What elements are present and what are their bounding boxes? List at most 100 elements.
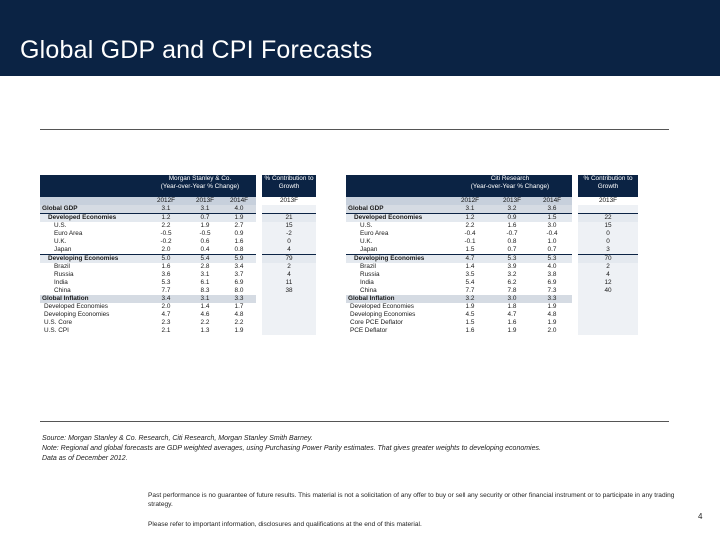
row-label: Russia bbox=[54, 271, 74, 278]
row-value: 7.8 bbox=[507, 287, 517, 294]
row-value: 6.2 bbox=[507, 279, 517, 286]
row-value: -0.5 bbox=[160, 230, 172, 237]
row-value: 2.3 bbox=[161, 319, 171, 326]
row-value: 3.3 bbox=[532, 295, 572, 303]
row-value: 0.7 bbox=[547, 246, 557, 253]
table-row: Global GDP 3.1 3.2 3.6 bbox=[346, 205, 638, 214]
row-label: U.S. Core bbox=[44, 319, 73, 326]
data-date-line: Data as of December 2012. bbox=[42, 455, 128, 462]
table-row: Developed Economies 1.2 0.7 1.9 21 bbox=[40, 213, 316, 222]
contrib-header-line: Growth bbox=[262, 183, 316, 191]
row-value: 8.0 bbox=[234, 287, 244, 294]
contribution-value: 0 bbox=[578, 238, 638, 246]
row-value: 1.6 bbox=[161, 263, 171, 270]
table-row: Developed Economies 1.2 0.9 1.5 22 bbox=[346, 213, 638, 222]
disclosure-reference: Please refer to important information, d… bbox=[148, 521, 422, 528]
row-label: PCE Deflator bbox=[350, 327, 388, 334]
contribution-value: 4 bbox=[262, 271, 316, 279]
title-bar: Global GDP and CPI Forecasts bbox=[0, 0, 720, 76]
contribution-value: 4 bbox=[578, 271, 638, 279]
row-value: 2.7 bbox=[234, 222, 244, 229]
table-row: Brazil 1.6 2.8 3.4 2 bbox=[40, 263, 316, 271]
row-value: 4.7 bbox=[161, 311, 171, 318]
note-line: Note: Regional and global forecasts are … bbox=[42, 445, 541, 452]
row-value: -0.2 bbox=[160, 238, 172, 245]
table-row: U.S. CPI 2.1 1.3 1.9 bbox=[40, 327, 316, 335]
row-value: 4.0 bbox=[222, 205, 256, 214]
row-label: Global GDP bbox=[40, 205, 144, 214]
table-row: Euro Area -0.4 -0.7 -0.4 0 bbox=[346, 230, 638, 238]
contribution-value: 11 bbox=[262, 279, 316, 287]
citi-research-forecast-table: Citi Research % Contribution to (Year-ov… bbox=[346, 175, 638, 335]
contribution-value: 4 bbox=[262, 246, 316, 255]
row-value: 0.9 bbox=[234, 230, 244, 237]
row-value: 0.4 bbox=[200, 246, 210, 253]
contribution-value: 15 bbox=[578, 222, 638, 230]
table-header-line: (Year-over-Year % Change) bbox=[448, 183, 572, 191]
row-value: 1.0 bbox=[547, 238, 557, 245]
row-value: 3.5 bbox=[465, 271, 475, 278]
contribution-value bbox=[262, 303, 316, 311]
contribution-value bbox=[578, 205, 638, 214]
year-col-header: 2012F bbox=[448, 197, 492, 205]
contribution-value bbox=[578, 311, 638, 319]
row-label: Russia bbox=[360, 271, 380, 278]
table-row: U.S. 2.2 1.6 3.0 15 bbox=[346, 222, 638, 230]
row-label: Developing Economies bbox=[350, 311, 416, 318]
table-row: Russia 3.5 3.2 3.8 4 bbox=[346, 271, 638, 279]
row-label: China bbox=[54, 287, 71, 294]
table-row: Global Inflation 3.4 3.1 3.3 bbox=[40, 295, 316, 303]
contribution-value bbox=[262, 327, 316, 335]
row-value: 3.7 bbox=[234, 271, 244, 278]
row-label: Japan bbox=[360, 246, 378, 253]
row-label: Developed Economies bbox=[350, 303, 414, 310]
contribution-value: 2 bbox=[578, 263, 638, 271]
row-value: 8.3 bbox=[200, 287, 210, 294]
year-col-header: 2013F bbox=[188, 197, 222, 205]
row-value: 7.3 bbox=[547, 287, 557, 294]
row-value: 1.9 bbox=[200, 222, 210, 229]
row-value: 5.9 bbox=[222, 254, 256, 263]
row-value: 3.2 bbox=[507, 271, 517, 278]
contribution-value: 21 bbox=[262, 213, 316, 222]
row-value: 1.9 bbox=[465, 303, 475, 310]
row-value: 4.7 bbox=[507, 311, 517, 318]
row-value: 5.0 bbox=[144, 254, 188, 263]
table-row: Russia 3.6 3.1 3.7 4 bbox=[40, 271, 316, 279]
table-row: Brazil 1.4 3.9 4.0 2 bbox=[346, 263, 638, 271]
table-row: PCE Deflator 1.6 1.9 2.0 bbox=[346, 327, 638, 335]
contribution-value: 3 bbox=[578, 246, 638, 255]
row-value: 6.9 bbox=[234, 279, 244, 286]
row-value: 4.8 bbox=[547, 311, 557, 318]
row-value: 0.7 bbox=[188, 213, 222, 222]
row-label: Euro Area bbox=[54, 230, 83, 237]
row-value: 3.0 bbox=[492, 295, 532, 303]
row-value: -0.7 bbox=[506, 230, 518, 237]
table-row: China 7.7 8.3 8.0 38 bbox=[40, 287, 316, 295]
row-value: 1.9 bbox=[547, 319, 557, 326]
row-value: 2.2 bbox=[200, 319, 210, 326]
row-value: 4.8 bbox=[234, 311, 244, 318]
row-value: 1.2 bbox=[448, 213, 492, 222]
row-label: China bbox=[360, 287, 377, 294]
table-row: Developing Economies 4.7 5.3 5.3 70 bbox=[346, 254, 638, 263]
row-value: 2.2 bbox=[465, 222, 475, 229]
row-value: 3.1 bbox=[448, 205, 492, 214]
row-value: 0.6 bbox=[200, 238, 210, 245]
row-value: 7.7 bbox=[465, 287, 475, 294]
row-value: 6.9 bbox=[547, 279, 557, 286]
source-line: Source: Morgan Stanley & Co. Research, C… bbox=[42, 435, 313, 442]
table-row: U.S. Core 2.3 2.2 2.2 bbox=[40, 319, 316, 327]
contribution-value bbox=[578, 319, 638, 327]
table-row: Developing Economies 5.0 5.4 5.9 79 bbox=[40, 254, 316, 263]
row-value: 0.8 bbox=[234, 246, 244, 253]
row-value: 3.1 bbox=[188, 205, 222, 214]
row-value: 2.0 bbox=[161, 246, 171, 253]
contrib-year-header: 2013F bbox=[578, 197, 638, 205]
row-label: U.S. bbox=[360, 222, 373, 229]
table-row: Japan 1.5 0.7 0.7 3 bbox=[346, 246, 638, 255]
row-value: 1.2 bbox=[144, 213, 188, 222]
row-value: 1.9 bbox=[507, 327, 517, 334]
row-value: 5.3 bbox=[492, 254, 532, 263]
row-value: 5.3 bbox=[532, 254, 572, 263]
